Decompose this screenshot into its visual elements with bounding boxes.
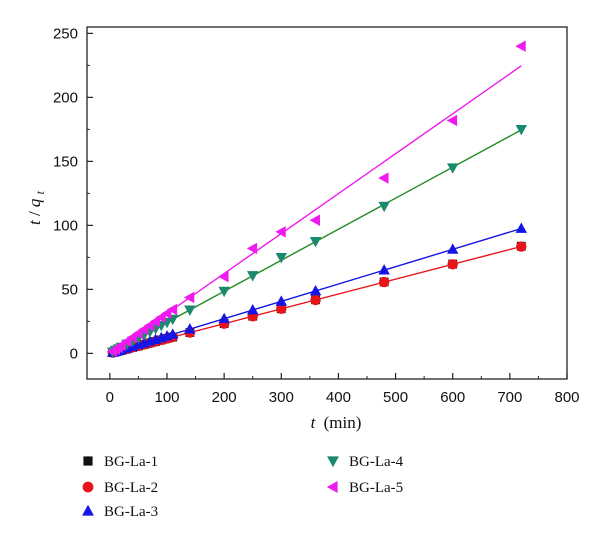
point-bg-la-5 — [515, 40, 526, 52]
legend-marker-bg-la-4 — [327, 456, 339, 468]
point-bg-la-2 — [310, 294, 321, 306]
y-axis-var2: q — [25, 198, 44, 207]
fit-line-bg-la-5 — [109, 65, 522, 354]
point-bg-la-2 — [447, 259, 458, 270]
point-bg-la-3 — [378, 264, 390, 275]
point-bg-la-3 — [166, 328, 179, 339]
x-axis-var: t — [311, 413, 317, 432]
x-tick-label: 300 — [269, 389, 294, 406]
x-axis-ticks: 0 100 200 300 400 500 600 700 800 — [106, 373, 580, 406]
legend-marker-bg-la-2 — [82, 481, 94, 493]
x-axis-title: t (min) — [311, 413, 362, 432]
point-bg-la-4 — [446, 163, 459, 174]
point-bg-la-4 — [184, 305, 196, 316]
point-bg-la-4 — [246, 271, 259, 282]
x-tick-label: 400 — [326, 389, 351, 406]
point-bg-la-3 — [515, 222, 528, 233]
x-tick-label: 700 — [497, 389, 522, 406]
x-tick-label: 0 — [106, 389, 114, 406]
point-bg-la-2 — [378, 276, 390, 288]
legend-label-bg-la-2: BG-La-2 — [104, 480, 158, 496]
y-tick-label: 50 — [61, 281, 78, 298]
point-bg-la-4 — [378, 201, 390, 213]
legend-label-bg-la-5: BG-La-5 — [349, 480, 403, 496]
point-bg-la-2 — [516, 241, 527, 252]
point-bg-la-3 — [218, 312, 230, 324]
point-bg-la-4 — [218, 286, 230, 298]
point-bg-la-4 — [275, 252, 288, 264]
point-bg-la-5 — [183, 291, 195, 304]
x-tick-label: 600 — [440, 389, 465, 406]
y-axis-sub: t — [33, 190, 47, 194]
point-bg-la-3 — [275, 295, 288, 306]
point-bg-la-5 — [115, 339, 126, 352]
point-bg-la-5 — [378, 172, 389, 184]
x-tick-label: 800 — [554, 389, 579, 406]
point-bg-la-3 — [309, 284, 322, 296]
data-markers — [106, 40, 528, 358]
point-bg-la-5 — [166, 303, 178, 316]
y-axis-title: t / q t — [25, 190, 47, 225]
y-axis-ticks: 0 50 100 150 200 250 — [53, 25, 93, 362]
point-bg-la-5 — [246, 242, 258, 255]
point-bg-la-4 — [515, 124, 528, 136]
x-axis-unit: (min) — [324, 413, 362, 432]
y-tick-label: 200 — [53, 89, 78, 106]
point-bg-la-3 — [246, 304, 259, 315]
legend-label-bg-la-3: BG-La-3 — [104, 504, 158, 520]
legend: BG-La-1 BG-La-2 BG-La-3 BG-La-4 BG-La-5 — [82, 454, 404, 520]
x-tick-label: 500 — [383, 389, 408, 406]
point-bg-la-5 — [309, 214, 320, 226]
point-bg-la-5 — [275, 226, 286, 238]
y-axis-sep: / — [25, 211, 44, 216]
y-axis-var: t — [25, 219, 44, 225]
legend-marker-bg-la-3 — [82, 504, 94, 516]
point-bg-la-2 — [276, 303, 287, 315]
x-tick-label: 100 — [154, 389, 179, 406]
y-tick-label: 150 — [53, 153, 78, 170]
point-bg-la-5 — [218, 270, 229, 283]
x-tick-label: 200 — [212, 389, 237, 406]
point-bg-la-3 — [446, 243, 459, 254]
point-bg-la-4 — [309, 236, 322, 248]
y-tick-label: 0 — [70, 345, 78, 362]
legend-marker-bg-la-5 — [326, 481, 338, 493]
y-tick-label: 100 — [53, 217, 78, 234]
legend-marker-bg-la-1 — [83, 456, 93, 466]
point-bg-la-5 — [446, 114, 458, 127]
plot-frame — [86, 26, 568, 380]
legend-label-bg-la-4: BG-La-4 — [349, 454, 404, 470]
y-tick-label: 250 — [53, 25, 78, 42]
point-bg-la-3 — [184, 323, 196, 334]
point-bg-la-5 — [149, 315, 160, 328]
legend-label-bg-la-1: BG-La-1 — [104, 454, 158, 470]
